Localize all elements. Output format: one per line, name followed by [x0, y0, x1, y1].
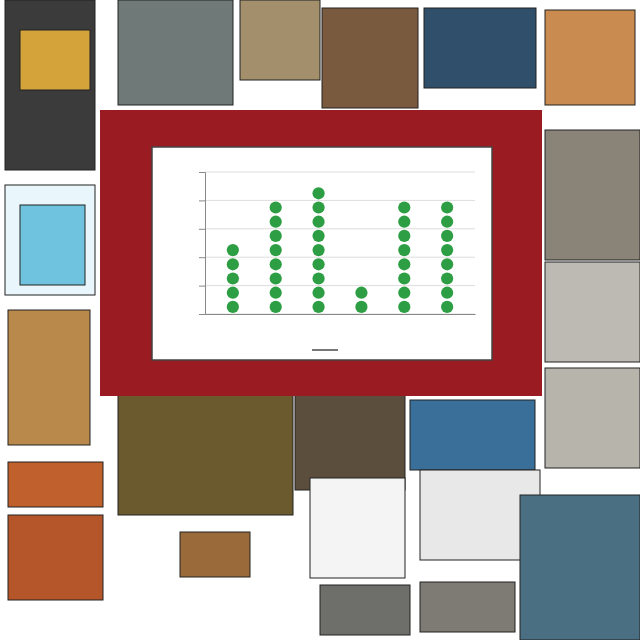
collage-tile [118, 395, 293, 515]
dot [441, 258, 453, 270]
grid-line [205, 285, 475, 286]
dot [270, 230, 282, 242]
decoration [312, 349, 338, 351]
collage-tile [545, 130, 640, 260]
tick [199, 172, 205, 173]
dot [398, 287, 410, 299]
dot [398, 301, 410, 313]
dot [312, 230, 324, 242]
dot-column [441, 201, 453, 313]
dot [270, 301, 282, 313]
dot [441, 201, 453, 213]
collage-tile [545, 262, 640, 362]
collage-tile [310, 478, 405, 578]
tick-mark [199, 229, 205, 230]
collage [5, 0, 640, 640]
dot [398, 230, 410, 242]
dot [227, 287, 239, 299]
collage-tile [8, 462, 103, 507]
x-axis [206, 314, 476, 316]
dot [312, 272, 324, 284]
dot [312, 301, 324, 313]
collage-tile [545, 10, 635, 105]
collage-tile [295, 395, 405, 490]
dot [441, 230, 453, 242]
dot [398, 201, 410, 213]
frame [100, 110, 542, 396]
dot [441, 216, 453, 228]
dot [441, 244, 453, 256]
dot [441, 287, 453, 299]
collage-tile [8, 310, 90, 445]
dot [270, 272, 282, 284]
tick [199, 200, 205, 201]
plot-area [227, 187, 453, 313]
collage-tile [240, 0, 320, 80]
axis-line [199, 173, 206, 315]
dot [441, 301, 453, 313]
dot [398, 244, 410, 256]
collage-tile [5, 185, 95, 295]
grid-line [205, 200, 475, 201]
tick [199, 314, 205, 315]
dot [270, 216, 282, 228]
collage-tile [545, 368, 640, 468]
tick [199, 257, 205, 258]
dot [312, 187, 324, 199]
collage-tile [8, 515, 103, 600]
dot [312, 216, 324, 228]
dot [270, 244, 282, 256]
collage-tile [424, 8, 536, 88]
dot [355, 287, 367, 299]
collage-tile [420, 582, 515, 632]
dot [227, 272, 239, 284]
dot [312, 258, 324, 270]
dot [270, 287, 282, 299]
dot [312, 244, 324, 256]
tick-mark [199, 172, 205, 173]
chart-card [152, 147, 492, 360]
dot [312, 287, 324, 299]
dot-column [227, 244, 239, 313]
dot [227, 258, 239, 270]
tick-mark [199, 200, 205, 201]
collage-tile [322, 8, 418, 108]
dot [270, 201, 282, 213]
y-axis [199, 173, 206, 315]
dot [227, 244, 239, 256]
grid [205, 172, 475, 314]
collage-tile [5, 0, 95, 170]
collage-tile [118, 0, 233, 105]
dot [227, 301, 239, 313]
grid-line [205, 314, 475, 315]
collage-tile [520, 495, 640, 640]
tick-mark [199, 286, 205, 287]
tick-mark [199, 257, 205, 258]
dot [312, 201, 324, 213]
collage-tile [320, 585, 410, 635]
grid-line [205, 257, 475, 258]
page [0, 0, 640, 640]
dot-column [270, 201, 282, 313]
dot-column [355, 287, 367, 313]
dot [398, 258, 410, 270]
dot-column [398, 201, 410, 313]
tick-mark [199, 314, 205, 315]
collage-tile [410, 400, 535, 470]
grid-line [205, 172, 475, 173]
dot [398, 272, 410, 284]
dot [270, 258, 282, 270]
collage-tile [20, 30, 90, 90]
collage-tile [20, 205, 85, 285]
tick [199, 229, 205, 230]
axis-line [206, 314, 476, 315]
collage-tile [180, 532, 250, 577]
dot [398, 216, 410, 228]
tick [199, 286, 205, 287]
dot [355, 301, 367, 313]
dot [441, 272, 453, 284]
dot-column [312, 187, 324, 313]
grid-line [205, 228, 475, 229]
